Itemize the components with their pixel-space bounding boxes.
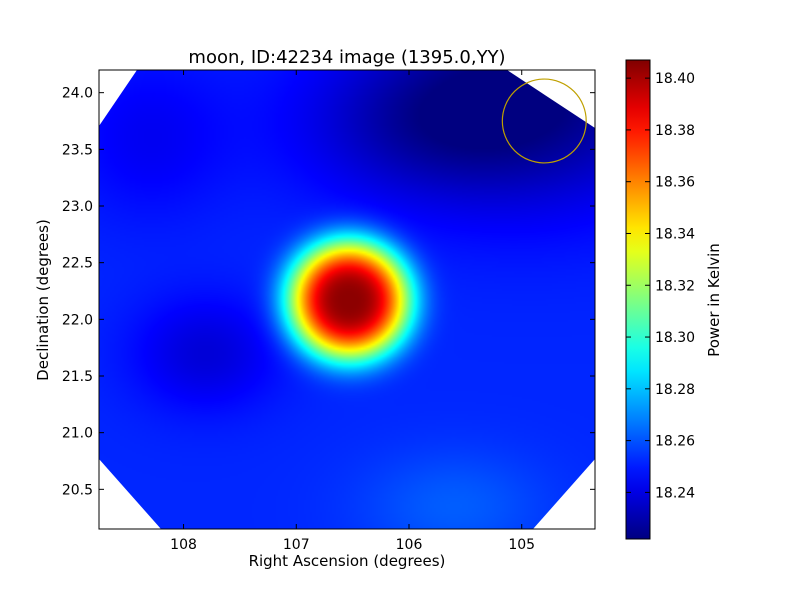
x-tick-label: 107 (283, 537, 310, 553)
colorbar-tick-label: 18.28 (655, 382, 695, 398)
colorbar-tick-label: 18.26 (655, 434, 695, 450)
y-tick-label: 20.5 (62, 482, 93, 498)
no-data-corner (99, 70, 137, 126)
chart-title: moon, ID:42234 image (1395.0,YY) (188, 47, 505, 68)
x-axis-label: Right Ascension (degrees) (249, 552, 446, 570)
no-data-corners (99, 70, 595, 529)
plot-frame (98, 69, 596, 530)
y-axis: 20.5 21.0 21.5 22.0 22.5 23.0 23.5 24.0 (62, 86, 595, 498)
y-tick-label: 21.5 (62, 369, 93, 385)
colorbar-tick-label: 18.38 (655, 123, 695, 139)
colorbar-tick-label: 18.34 (655, 226, 695, 242)
colorbar-tick-label: 18.24 (655, 485, 695, 501)
colorbar-tick-label: 18.32 (655, 278, 695, 294)
y-axis-label: Declination (degrees) (34, 219, 52, 381)
x-tick-label: 105 (508, 537, 535, 553)
colorbar-tick-label: 18.36 (655, 175, 695, 191)
colorbar-label: Power in Kelvin (705, 243, 723, 357)
x-tick-label: 106 (396, 537, 423, 553)
colorbar (625, 59, 651, 540)
y-tick-label: 23.5 (62, 142, 93, 158)
y-tick-label: 23.0 (62, 199, 93, 215)
heatmap-canvas (99, 70, 595, 529)
no-data-corner (507, 70, 595, 128)
x-tick-label: 108 (170, 537, 197, 553)
no-data-corner (533, 459, 595, 529)
colorbar-ticks: 18.24 18.26 18.28 18.30 18.32 18.34 18.36 18.38… (626, 71, 695, 501)
no-data-corner (99, 459, 161, 529)
y-tick-label: 24.0 (62, 86, 93, 102)
y-tick-label: 22.5 (62, 256, 93, 272)
y-tick-label: 21.0 (62, 426, 93, 442)
beam-circle (501, 78, 587, 164)
colorbar-tick-label: 18.40 (655, 71, 695, 87)
y-tick-label: 22.0 (62, 312, 93, 328)
x-axis: 108 107 106 105 (170, 70, 535, 553)
colorbar-tick-label: 18.30 (655, 330, 695, 346)
heatmap-area (99, 70, 595, 529)
